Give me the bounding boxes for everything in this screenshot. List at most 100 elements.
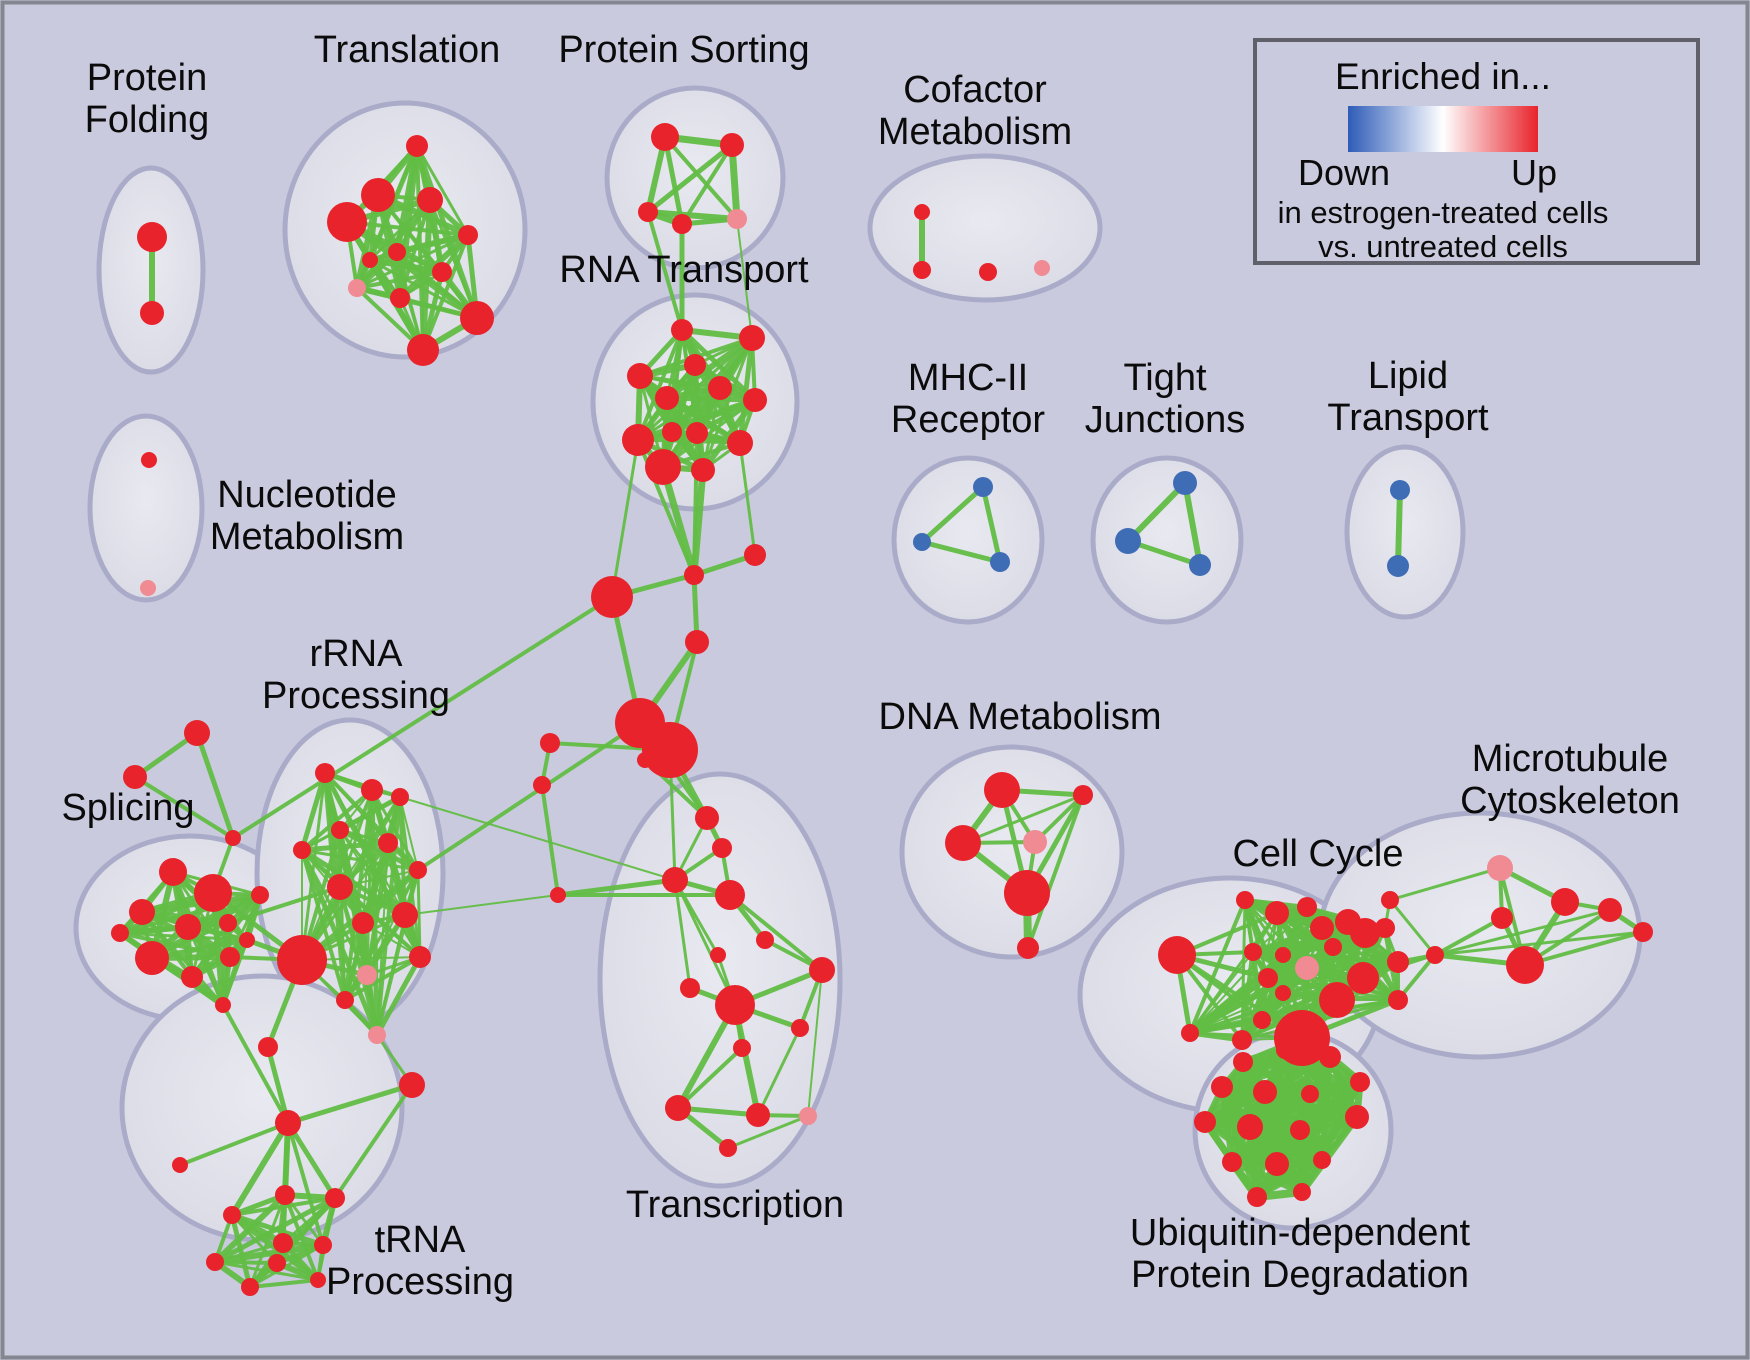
edge	[368, 258, 479, 320]
edge	[194, 730, 236, 841]
node-blue	[1115, 528, 1141, 554]
node-red	[1265, 901, 1289, 925]
node-red	[712, 838, 732, 858]
edge	[728, 141, 741, 223]
edge	[178, 1121, 290, 1167]
node-red	[409, 861, 427, 879]
cluster-label-microtubule-cytoskeleton: Microtubule	[1472, 738, 1668, 780]
cluster-label-nucleotide-metabolism: Nucleotide	[217, 474, 397, 516]
node-pink	[140, 580, 156, 596]
edge	[807, 969, 823, 1117]
edge	[646, 210, 684, 332]
node-red	[809, 957, 835, 983]
cluster-label-rrna-processing: rRNA	[310, 633, 404, 675]
node-red	[241, 1278, 259, 1296]
node-pink	[1487, 855, 1513, 881]
node-red	[708, 376, 732, 400]
node-red	[1387, 951, 1409, 973]
node-red	[258, 1037, 278, 1057]
nodes	[111, 123, 1653, 1296]
node-red	[275, 1110, 301, 1136]
edge	[133, 775, 235, 840]
edge	[285, 1082, 415, 1126]
cluster-dna-metabolism-ellipse	[899, 744, 1125, 960]
node-red	[314, 1236, 332, 1254]
node-red	[1181, 1024, 1199, 1042]
edge	[399, 796, 676, 881]
node-red	[388, 243, 406, 261]
cluster-label-mhc-ii-receptor: Receptor	[891, 399, 1046, 441]
node-red	[1290, 1120, 1310, 1140]
node-red	[645, 449, 681, 485]
edge	[610, 438, 640, 599]
edge	[1182, 480, 1203, 568]
node-red	[406, 135, 428, 157]
cluster-label-splicing: Splicing	[61, 787, 194, 829]
node-red	[1347, 962, 1379, 994]
node-red	[1388, 990, 1408, 1010]
node-red	[684, 354, 706, 376]
edge	[365, 973, 379, 1037]
node-red	[1265, 1152, 1289, 1176]
edge	[1433, 930, 1645, 957]
edge	[118, 931, 232, 959]
node-red	[239, 932, 255, 948]
edge	[737, 335, 755, 446]
node-red	[1293, 1183, 1311, 1201]
node-red	[655, 386, 679, 410]
edge	[1523, 930, 1645, 967]
node-red	[362, 252, 378, 268]
cluster-label-trna-processing: tRNA	[375, 1219, 466, 1261]
edge	[355, 233, 470, 290]
edge	[300, 848, 420, 872]
node-red	[665, 1095, 691, 1121]
node-red	[273, 1233, 293, 1253]
node-red	[331, 821, 349, 839]
edge	[738, 441, 757, 557]
cluster-label-rna-transport: RNA Transport	[559, 249, 809, 291]
node-red	[627, 363, 653, 389]
node-red	[123, 765, 147, 789]
node-red	[1381, 891, 1399, 909]
node-red	[140, 301, 164, 325]
edge	[416, 721, 642, 872]
legend-content: Enriched in... Down Up in estrogen-treat…	[1257, 56, 1629, 264]
node-red	[432, 262, 452, 282]
edge	[300, 788, 374, 852]
edge	[374, 954, 423, 1038]
edge	[345, 220, 470, 237]
edge	[213, 1260, 279, 1265]
edge	[673, 878, 737, 1007]
edge	[229, 1120, 291, 1218]
edge	[645, 142, 735, 215]
edge	[339, 869, 419, 888]
edge	[300, 771, 327, 962]
node-red	[251, 886, 269, 904]
edge	[265, 1044, 291, 1126]
node-red	[135, 941, 169, 975]
edge	[189, 937, 250, 980]
node-blue	[1173, 471, 1197, 495]
node-red	[141, 452, 157, 468]
node-red	[310, 1272, 326, 1288]
node-red	[1222, 1152, 1242, 1172]
node-red	[1506, 946, 1544, 984]
edge	[338, 885, 379, 1037]
node-red	[172, 1157, 188, 1173]
node-blue	[1189, 554, 1211, 576]
cluster-lipid-transport-ellipse	[1344, 444, 1466, 620]
node-red	[685, 630, 709, 654]
edge	[1201, 1090, 1314, 1126]
node-red	[984, 772, 1020, 808]
edge	[226, 885, 342, 925]
edge	[229, 1212, 326, 1248]
node-red	[914, 204, 930, 220]
cluster-label-lipid-transport: Transport	[1327, 397, 1489, 439]
node-red	[315, 763, 335, 783]
node-red	[361, 178, 395, 212]
node-red	[1236, 891, 1254, 909]
cluster-transcription-ellipse	[597, 771, 843, 1189]
node-red	[1633, 922, 1653, 942]
edge	[333, 1083, 414, 1200]
